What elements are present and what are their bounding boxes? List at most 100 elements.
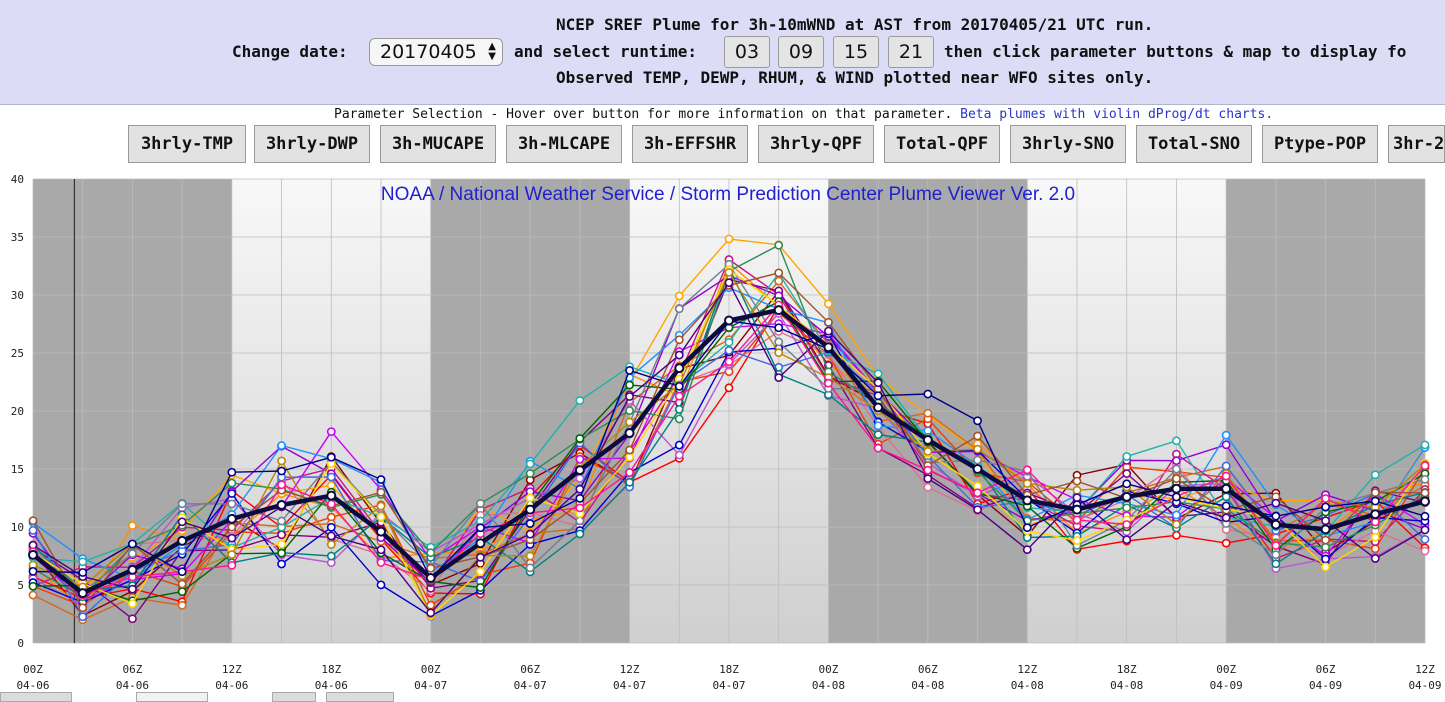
instructions-text: then click parameter buttons & map to di… (944, 42, 1407, 61)
ensemble-member-point (1271, 550, 1281, 560)
ensemble-member-point (575, 529, 585, 539)
ensemble-mean-point (674, 363, 685, 374)
ensemble-member-point (1420, 546, 1430, 556)
ensemble-mean-point (773, 305, 784, 316)
ensemble-member-point (625, 477, 634, 487)
param-button-3hrly-tmp[interactable]: 3hrly-TMP (128, 125, 246, 163)
ensemble-member-point (1022, 523, 1032, 533)
chart-title: NOAA / National Weather Service / Storm … (381, 184, 1075, 205)
ensemble-member-point (923, 408, 933, 418)
param-button-3h-mlcape[interactable]: 3h-MLCAPE (506, 125, 622, 163)
ensemble-mean-point (1320, 524, 1331, 535)
runtime-button-21[interactable]: 21 (888, 36, 934, 68)
y-tick-label: 25 (11, 347, 24, 360)
param-button-ptype-pop[interactable]: Ptype-POP (1262, 125, 1378, 163)
x-tick-label: 12Z (1415, 663, 1435, 676)
x-tick-date-label: 04-06 (315, 679, 348, 692)
ensemble-member-point (1072, 536, 1082, 545)
ensemble-member-point (326, 427, 336, 437)
ensemble-member-point (1221, 538, 1231, 548)
param-button-3hrly-dwp[interactable]: 3hrly-DWP (254, 125, 370, 163)
ensemble-member-point (1072, 476, 1082, 486)
ensemble-member-point (1420, 461, 1430, 471)
ensemble-mean-point (1420, 496, 1430, 507)
ensemble-mean-point (823, 342, 834, 353)
param-button-3h-mucape[interactable]: 3h-MUCAPE (380, 125, 496, 163)
ensemble-member-point (1221, 471, 1231, 481)
beta-plumes-link[interactable]: Beta plumes with violin dProg/dt charts. (960, 107, 1274, 122)
ensemble-member-point (625, 392, 634, 401)
ensemble-member-point (376, 580, 386, 590)
x-tick-date-label: 04-08 (911, 679, 944, 692)
x-tick-date-label: 04-09 (1408, 679, 1441, 692)
param-button-3h-effshr[interactable]: 3h-EFFSHR (632, 125, 748, 163)
ensemble-member-point (774, 323, 784, 333)
runtime-button-03[interactable]: 03 (724, 36, 770, 68)
ensemble-member-point (724, 267, 734, 277)
param-button-total-sno[interactable]: Total-SNO (1136, 125, 1252, 163)
x-tick-date-label: 04-06 (16, 679, 49, 692)
ensemble-member-point (376, 512, 386, 522)
ensemble-member-point (575, 503, 585, 513)
date-select[interactable]: 20170405 ▲ ▼ (369, 38, 503, 66)
y-tick-label: 40 (11, 173, 24, 186)
x-tick-label: 06Z (1316, 663, 1336, 676)
ensemble-member-point (824, 317, 833, 327)
footer-control-1[interactable] (0, 692, 72, 702)
runtime-button-15[interactable]: 15 (833, 36, 879, 68)
ensemble-member-point (625, 445, 634, 455)
ensemble-member-point (326, 499, 336, 509)
ensemble-member-point (326, 452, 336, 462)
ensemble-member-point (1122, 535, 1132, 545)
ensemble-mean-point (724, 315, 734, 326)
ensemble-member-point (1271, 511, 1281, 521)
ensemble-mean-point (873, 402, 884, 413)
ensemble-member-point (1420, 511, 1430, 521)
param-button-3hr-2[interactable]: 3hr-2 (1388, 125, 1445, 163)
x-tick-date-label: 04-06 (116, 679, 149, 692)
ensemble-member-point (1022, 479, 1032, 488)
ensemble-member-point (376, 545, 386, 555)
footer-control-2[interactable] (136, 692, 208, 702)
ensemble-member-point (177, 499, 187, 509)
ensemble-member-point (724, 357, 734, 367)
ensemble-mean-point (177, 535, 188, 546)
ensemble-member-point (724, 346, 734, 355)
y-tick-label: 10 (11, 521, 24, 534)
ensemble-member-point (1321, 502, 1330, 512)
x-tick-label: 00Z (421, 663, 441, 676)
ensemble-member-point (625, 406, 634, 415)
param-button-total-qpf[interactable]: Total-QPF (884, 125, 1000, 163)
ensemble-member-point (277, 539, 286, 549)
ensemble-member-point (973, 455, 982, 465)
ensemble-member-point (625, 452, 634, 462)
param-button-3hrly-sno[interactable]: 3hrly-SNO (1010, 125, 1126, 163)
ensemble-member-point (277, 548, 286, 558)
ensemble-member-point (28, 525, 38, 535)
ensemble-member-point (476, 567, 485, 577)
ensemble-member-point (724, 234, 734, 244)
runtime-button-09[interactable]: 09 (778, 36, 824, 68)
ensemble-member-point (674, 450, 684, 460)
ensemble-mean-point (972, 464, 983, 474)
ensemble-member-point (376, 475, 386, 484)
footer-control-3[interactable] (272, 692, 316, 702)
param-button-3hrly-qpf[interactable]: 3hrly-QPF (758, 125, 874, 163)
ensemble-member-point (1321, 535, 1330, 545)
ensemble-mean-point (425, 573, 436, 584)
ensemble-member-point (923, 389, 933, 399)
ensemble-member-point (923, 465, 933, 475)
x-tick-label: 18Z (321, 663, 341, 676)
x-tick-date-label: 04-07 (514, 679, 547, 692)
ensemble-mean-point (624, 428, 635, 439)
ensemble-member-point (227, 560, 237, 570)
ensemble-member-point (1370, 470, 1380, 480)
ensemble-member-point (525, 563, 535, 573)
ensemble-member-point (476, 552, 485, 562)
x-tick-date-label: 04-07 (712, 679, 745, 692)
ensemble-mean-point (376, 526, 386, 537)
ensemble-member-point (426, 548, 436, 558)
footer-control-4[interactable] (326, 692, 394, 702)
observed-note: Observed TEMP, DEWP, RHUM, & WIND plotte… (556, 68, 1154, 87)
ensemble-member-point (674, 440, 684, 450)
